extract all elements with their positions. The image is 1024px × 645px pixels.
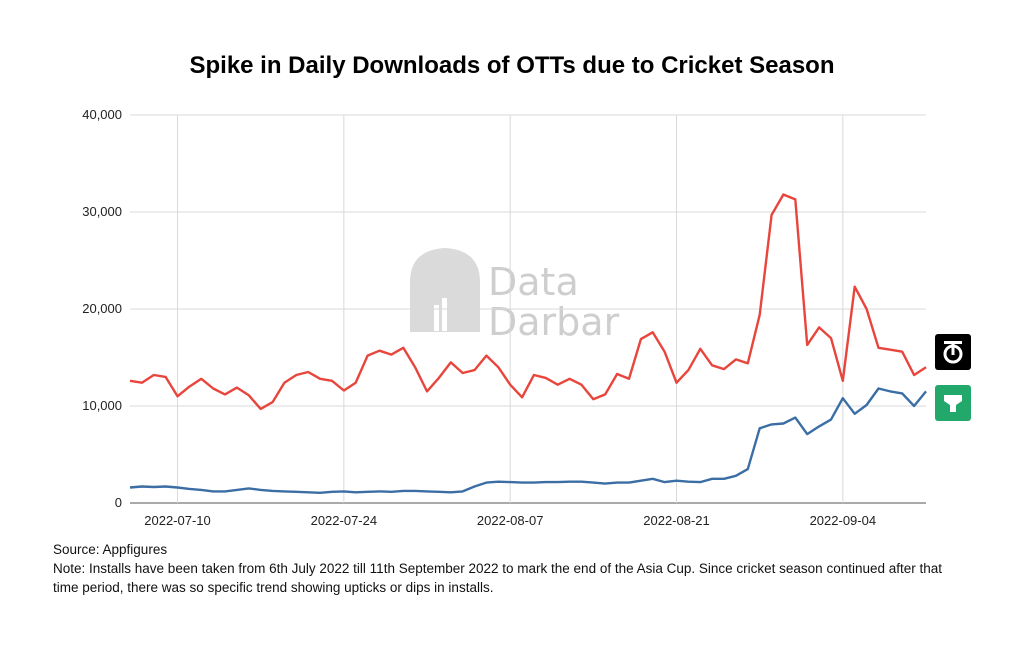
x-tick-label: 2022-07-24 — [311, 513, 378, 528]
y-tick-label: 30,000 — [82, 204, 122, 219]
x-tick-label: 2022-07-10 — [144, 513, 211, 528]
y-axis-ticks: 0 10,000 20,000 30,000 40,000 — [82, 107, 122, 510]
series-line-2 — [129, 387, 927, 494]
sonyliv-icon — [935, 334, 971, 370]
series-line-1 — [129, 193, 927, 411]
watermark-line2: Darbar — [488, 300, 620, 344]
x-tick-label: 2022-08-07 — [477, 513, 544, 528]
x-tick-label: 2022-09-04 — [810, 513, 877, 528]
chart-notes: Source: Appfigures Note: Installs have b… — [53, 540, 953, 597]
y-tick-label: 10,000 — [82, 398, 122, 413]
y-tick-label: 20,000 — [82, 301, 122, 316]
note-text: Note: Installs have been taken from 6th … — [53, 561, 943, 595]
watermark-line1: Data — [488, 260, 579, 304]
watermark-dome-icon — [410, 248, 480, 332]
x-axis-ticks: 2022-07-10 2022-07-24 2022-08-07 2022-08-21… — [144, 513, 876, 528]
source-text: Source: Appfigures — [53, 542, 168, 557]
hotstar-icon — [935, 385, 971, 421]
y-tick-label: 40,000 — [82, 107, 122, 122]
chart-grid — [130, 114, 926, 504]
chart-title: Spike in Daily Downloads of OTTs due to … — [189, 52, 835, 79]
y-tick-label: 0 — [115, 495, 122, 510]
x-tick-label: 2022-08-21 — [643, 513, 710, 528]
data-darbar-watermark: Data Darbar — [410, 248, 620, 344]
chart-series — [129, 193, 927, 494]
